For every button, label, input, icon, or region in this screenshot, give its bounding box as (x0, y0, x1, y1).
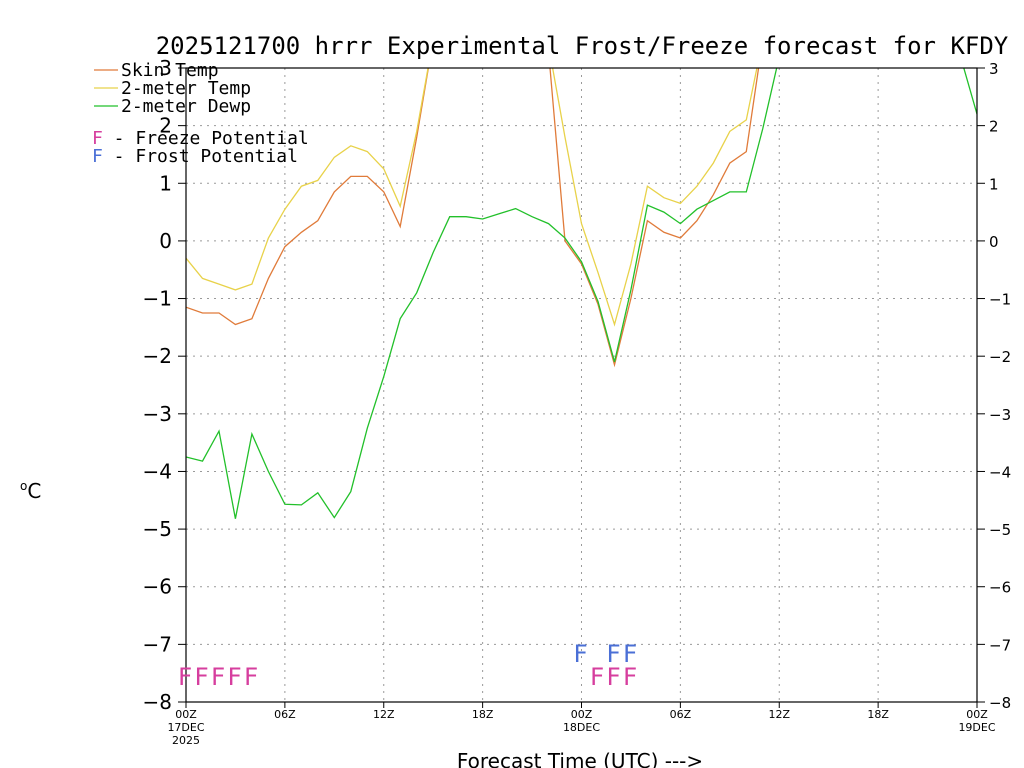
y-tick-label-right: −6 (989, 579, 1011, 597)
series-line-2-meter-temp (186, 68, 977, 327)
y-tick-label-right: −7 (989, 636, 1011, 654)
y-tick-label-right: 1 (989, 175, 999, 193)
series-layer (186, 68, 977, 519)
potential-legend-entry: F - Freeze Potential (92, 128, 309, 149)
x-tick-label: 00Z (175, 708, 197, 721)
x-tick-label: 00Z (571, 708, 593, 721)
y-tick-label: −7 (143, 632, 172, 656)
x-tick-label: 00Z (966, 708, 988, 721)
frost-marker: F (623, 640, 637, 668)
y-tick-label-right: −2 (989, 348, 1011, 366)
y-tick-label-right: 3 (989, 60, 999, 78)
x-tick-label: 18Z (472, 708, 494, 721)
y-tick-label: −3 (143, 402, 172, 426)
series-line-skin-temp (186, 68, 977, 368)
legend-label: 2-meter Dewp (121, 96, 251, 117)
chart-title: 2025121700 hrrr Experimental Frost/Freez… (156, 32, 1009, 60)
potential-legend-text: - Frost Potential (103, 146, 298, 167)
frost-marker: F (606, 640, 620, 668)
y-tick-label-right: 0 (989, 233, 999, 251)
series-line-2-meter-dewp (186, 68, 977, 519)
freeze-marker: F (623, 663, 637, 691)
legend-label: 2-meter Temp (121, 78, 251, 99)
y-tick-label: −6 (143, 575, 172, 599)
x-tick-date: 19DEC (958, 721, 995, 734)
x-tick-label: 12Z (768, 708, 790, 721)
potential-legend-text: - Freeze Potential (103, 128, 309, 149)
y-tick-label-right: −1 (989, 291, 1011, 309)
frost-marker: F (573, 640, 587, 668)
potential-legend-letter: F (92, 146, 103, 167)
y-tick-label-right: −5 (989, 521, 1011, 539)
y-tick-label: −8 (143, 690, 172, 714)
y-tick-label: 1 (159, 171, 172, 195)
x-axis-label: Forecast Time (UTC) ---> (457, 749, 703, 768)
freeze-marker: F (244, 663, 258, 691)
y-tick-label: −5 (143, 517, 172, 541)
y-tick-label: −1 (143, 287, 172, 311)
freeze-marker: F (178, 663, 192, 691)
y-axis-label-unit: C (27, 479, 41, 503)
x-tick-label: 12Z (373, 708, 395, 721)
potential-legend-entry: F - Frost Potential (92, 146, 298, 167)
x-tick-date: 18DEC (563, 721, 600, 734)
x-tick-label: 06Z (274, 708, 296, 721)
freeze-marker: F (590, 663, 604, 691)
y-tick-label: −2 (143, 344, 172, 368)
y-tick-label: 3 (159, 56, 172, 80)
y-axis-right: −8 −7 −6 −5 −4 −3 −2 −1 0 1 2 3 (977, 60, 1011, 712)
y-tick-label-right: −8 (989, 694, 1011, 712)
freeze-marker: F (211, 663, 225, 691)
y-axis-label-degree: o (20, 479, 27, 493)
grid-lines (186, 68, 977, 702)
y-tick-label: −4 (143, 459, 172, 483)
y-axis-left: −8 −7 −6 −5 −4 −3 −2 −1 0 1 2 3 (143, 56, 186, 714)
y-tick-label-right: 2 (989, 118, 999, 136)
x-tick-label: 18Z (867, 708, 889, 721)
y-axis-label: oC (20, 479, 41, 503)
x-tick-date: 17DEC (167, 721, 204, 734)
x-tick-label: 06Z (670, 708, 692, 721)
y-tick-label: 2 (159, 114, 172, 138)
y-tick-label: 0 (159, 229, 172, 253)
legend-label: Skin Temp (121, 60, 219, 81)
freeze-marker: F (606, 663, 620, 691)
y-tick-label-right: −3 (989, 406, 1011, 424)
frost-freeze-markers: F F F F F F F FF F F (178, 640, 637, 691)
x-tick-year: 2025 (172, 734, 200, 747)
freeze-marker: F (194, 663, 208, 691)
y-tick-label-right: −4 (989, 463, 1011, 481)
potential-legend-letter: F (92, 128, 103, 149)
freeze-marker: F (227, 663, 241, 691)
